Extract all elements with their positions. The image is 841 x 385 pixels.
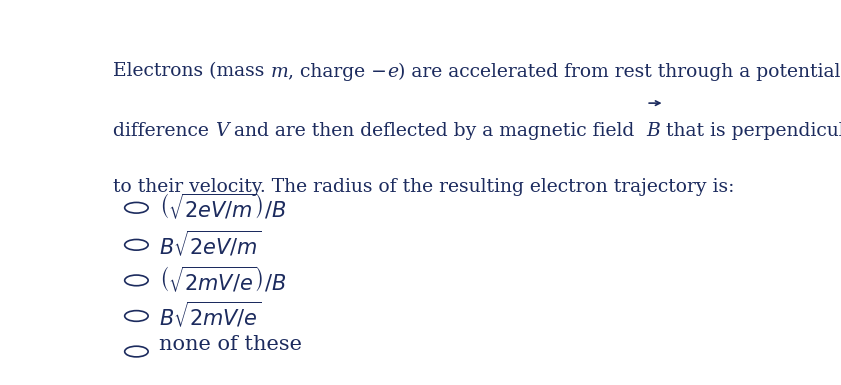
Text: $B\sqrt{2eV/m}$: $B\sqrt{2eV/m}$ xyxy=(159,229,262,258)
Text: $\left(\sqrt{2mV/e}\right)/B$: $\left(\sqrt{2mV/e}\right)/B$ xyxy=(159,264,286,294)
Text: m: m xyxy=(270,62,288,80)
Text: to their velocity. The radius of the resulting electron trajectory is:: to their velocity. The radius of the res… xyxy=(113,178,734,196)
Text: e: e xyxy=(387,62,398,80)
Text: and are then deflected by a magnetic field: and are then deflected by a magnetic fie… xyxy=(228,122,647,140)
Text: $B\sqrt{2mV/e}$: $B\sqrt{2mV/e}$ xyxy=(159,300,261,330)
Text: ) are accelerated from rest through a potential: ) are accelerated from rest through a po… xyxy=(398,62,840,81)
Text: Electrons (mass: Electrons (mass xyxy=(113,62,270,80)
Text: that is perpendicular: that is perpendicular xyxy=(660,122,841,140)
Text: , charge −: , charge − xyxy=(288,62,387,80)
Text: $\left(\sqrt{2eV/m}\right)/B$: $\left(\sqrt{2eV/m}\right)/B$ xyxy=(159,191,286,221)
Text: difference: difference xyxy=(113,122,214,140)
Text: V: V xyxy=(214,122,228,140)
Text: B: B xyxy=(647,122,660,140)
Text: none of these: none of these xyxy=(159,335,302,354)
